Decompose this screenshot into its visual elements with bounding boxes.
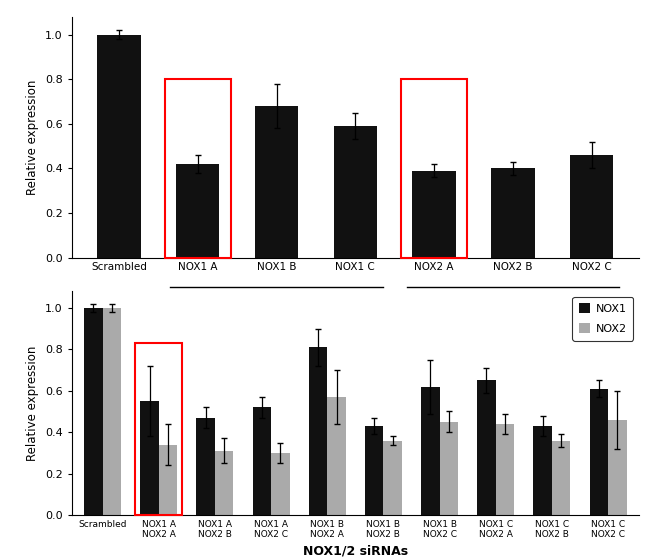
- Bar: [413, 171, 456, 258]
- Bar: [84, 308, 102, 515]
- Bar: [608, 420, 627, 515]
- Bar: [334, 126, 377, 258]
- Bar: [477, 380, 496, 515]
- Bar: [252, 407, 271, 515]
- Bar: [496, 424, 514, 515]
- Bar: [159, 445, 177, 515]
- Bar: [401, 79, 467, 258]
- Bar: [365, 426, 383, 515]
- Text: NOX2 siRNAs: NOX2 siRNAs: [472, 302, 554, 312]
- Bar: [533, 426, 552, 515]
- Bar: [570, 155, 614, 258]
- Text: NOX1 siRNAs: NOX1 siRNAs: [235, 302, 318, 312]
- Bar: [552, 441, 570, 515]
- Bar: [589, 389, 608, 515]
- Bar: [176, 164, 220, 258]
- Y-axis label: Relative expression: Relative expression: [26, 346, 39, 461]
- X-axis label: NOX1/2 siRNAs: NOX1/2 siRNAs: [303, 544, 408, 557]
- Y-axis label: Relative expression: Relative expression: [26, 80, 39, 195]
- Bar: [97, 35, 141, 258]
- Bar: [165, 79, 231, 258]
- Legend: NOX1, NOX2: NOX1, NOX2: [572, 297, 633, 340]
- Bar: [327, 397, 346, 515]
- Bar: [215, 451, 233, 515]
- Bar: [196, 418, 215, 515]
- Bar: [271, 453, 289, 515]
- Bar: [140, 401, 159, 515]
- Bar: [383, 441, 402, 515]
- Bar: [421, 386, 439, 515]
- Bar: [309, 347, 327, 515]
- Bar: [439, 422, 458, 515]
- Bar: [102, 308, 121, 515]
- Bar: [135, 343, 183, 515]
- Bar: [255, 106, 298, 258]
- Bar: [491, 169, 535, 258]
